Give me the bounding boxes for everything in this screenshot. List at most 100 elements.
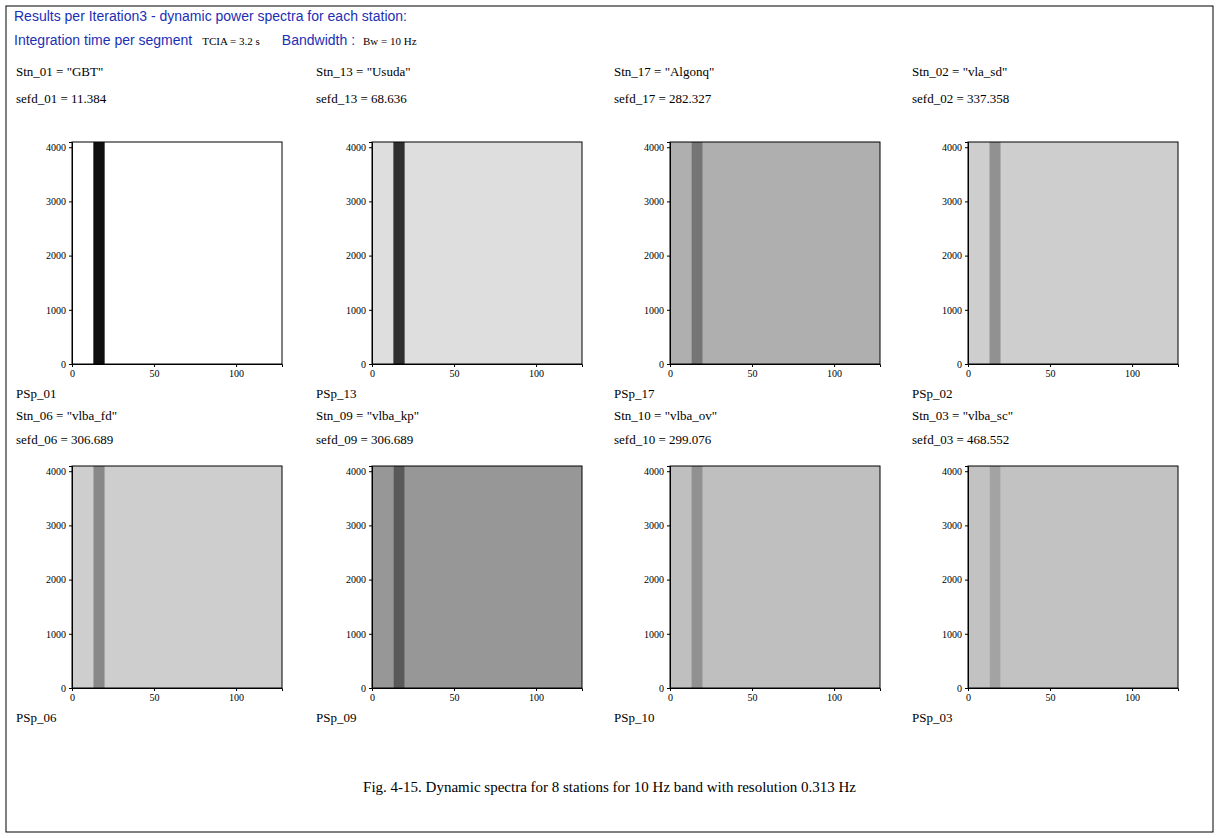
x-axis: 050100 bbox=[70, 364, 283, 379]
y-tick: 3000 bbox=[46, 196, 72, 207]
x-tick: 50 bbox=[150, 688, 160, 703]
y-tick-mark bbox=[965, 364, 968, 365]
y-tick: 1000 bbox=[346, 305, 372, 316]
y-tick-label: 1000 bbox=[346, 305, 366, 316]
spectrum-cell bbox=[405, 466, 582, 688]
x-axis-line bbox=[373, 689, 583, 692]
x-tick-mark bbox=[752, 688, 753, 691]
y-tick-label: 3000 bbox=[942, 196, 962, 207]
panel-title: Stn_17 = "Algonq" bbox=[614, 64, 714, 79]
y-tick: 2000 bbox=[346, 574, 372, 585]
y-tick-mark bbox=[369, 525, 372, 526]
spectrum-cell bbox=[703, 142, 880, 364]
spectrum-cell bbox=[393, 142, 404, 364]
y-axis: 01000200030004000 bbox=[942, 466, 969, 694]
y-tick-label: 3000 bbox=[346, 196, 366, 207]
spectrum-cell bbox=[105, 466, 282, 688]
panel-title: Stn_10 = "vlba_ov" bbox=[614, 408, 717, 423]
spectrum-cell bbox=[1001, 466, 1178, 688]
spectrum-cell bbox=[691, 466, 702, 688]
x-tick-label: 0 bbox=[370, 692, 375, 703]
panel-subtitle: sefd_09 = 306.689 bbox=[316, 432, 413, 447]
plot-background bbox=[372, 466, 582, 688]
spectrum-cell bbox=[670, 142, 691, 364]
plot-frame bbox=[670, 466, 880, 688]
spectrum-cell bbox=[105, 142, 282, 364]
spectrum-cell bbox=[72, 466, 93, 688]
spectrum-cell bbox=[93, 142, 104, 364]
y-tick: 0 bbox=[361, 359, 372, 370]
x-tick-label: 100 bbox=[529, 692, 544, 703]
y-tick-label: 0 bbox=[659, 359, 664, 370]
bandwidth-value: Bw = 10 Hz bbox=[363, 35, 417, 47]
x-tick-label: 50 bbox=[748, 368, 758, 379]
y-tick-label: 2000 bbox=[942, 574, 962, 585]
x-tick: 100 bbox=[1125, 364, 1140, 379]
plot-background bbox=[968, 142, 1178, 364]
y-tick: 0 bbox=[957, 359, 968, 370]
y-tick-label: 0 bbox=[361, 359, 366, 370]
plot-background bbox=[72, 466, 282, 688]
panel: Stn_09 = "vlba_kp"sefd_09 = 306.68905010… bbox=[316, 408, 583, 725]
panel-title: Stn_01 = "GBT" bbox=[16, 64, 103, 79]
x-axis: 050100 bbox=[966, 688, 1179, 703]
x-tick-label: 100 bbox=[1125, 368, 1140, 379]
y-tick: 4000 bbox=[942, 142, 968, 153]
y-tick: 0 bbox=[957, 683, 968, 694]
y-tick: 2000 bbox=[46, 250, 72, 261]
x-axis: 050100 bbox=[70, 688, 283, 703]
y-tick-label: 3000 bbox=[46, 520, 66, 531]
y-tick-mark bbox=[667, 256, 670, 257]
y-tick: 3000 bbox=[942, 520, 968, 531]
x-axis-line bbox=[671, 365, 881, 368]
plot-area bbox=[72, 466, 282, 688]
panel-title: Stn_06 = "vlba_fd" bbox=[16, 408, 117, 423]
y-axis: 01000200030004000 bbox=[644, 466, 671, 694]
y-axis: 01000200030004000 bbox=[46, 142, 73, 370]
y-tick-mark bbox=[369, 580, 372, 581]
y-tick-label: 1000 bbox=[46, 629, 66, 640]
spectrum-cell bbox=[1001, 142, 1178, 364]
x-axis-line bbox=[671, 689, 881, 692]
y-tick-label: 0 bbox=[361, 683, 366, 694]
y-tick-label: 2000 bbox=[942, 250, 962, 261]
plot-frame bbox=[670, 142, 880, 364]
y-tick-label: 3000 bbox=[942, 520, 962, 531]
panel-subtitle: sefd_17 = 282.327 bbox=[614, 91, 712, 106]
x-axis-line bbox=[73, 689, 283, 692]
y-tick-label: 3000 bbox=[644, 520, 664, 531]
x-tick: 100 bbox=[827, 364, 842, 379]
spectrum-cell bbox=[93, 466, 104, 688]
y-tick-label: 2000 bbox=[644, 574, 664, 585]
x-tick-mark bbox=[834, 688, 835, 691]
x-tick: 100 bbox=[229, 364, 244, 379]
x-tick-mark bbox=[536, 364, 537, 367]
spectrum-cell bbox=[989, 466, 1000, 688]
panel-subtitle: sefd_02 = 337.358 bbox=[912, 91, 1009, 106]
y-axis-line bbox=[965, 143, 969, 365]
y-tick-mark bbox=[369, 256, 372, 257]
panel-subtitle: sefd_13 = 68.636 bbox=[316, 91, 407, 106]
y-tick: 4000 bbox=[46, 142, 72, 153]
y-axis: 01000200030004000 bbox=[346, 142, 373, 370]
x-tick: 100 bbox=[229, 688, 244, 703]
x-tick-label: 0 bbox=[966, 368, 971, 379]
y-tick: 2000 bbox=[644, 250, 670, 261]
y-axis-line bbox=[667, 467, 671, 689]
plot-frame bbox=[968, 142, 1178, 364]
plot-background bbox=[372, 142, 582, 364]
spectrum-cell bbox=[372, 466, 393, 688]
panel: Stn_02 = "vla_sd"sefd_02 = 337.358050100… bbox=[912, 64, 1179, 401]
y-tick-label: 1000 bbox=[942, 629, 962, 640]
spectrum-cell bbox=[372, 142, 393, 364]
spectrum-cell bbox=[405, 142, 582, 364]
x-tick-label: 50 bbox=[150, 692, 160, 703]
plot-area bbox=[968, 142, 1178, 364]
panel: Stn_01 = "GBT"sefd_01 = 11.3840501000100… bbox=[16, 64, 283, 401]
y-tick-label: 0 bbox=[61, 683, 66, 694]
x-axis-line bbox=[373, 365, 583, 368]
y-tick-mark bbox=[965, 201, 968, 202]
bandwidth-label: Bandwidth : bbox=[282, 32, 355, 48]
plot-frame bbox=[372, 142, 582, 364]
plot-frame bbox=[72, 142, 282, 364]
